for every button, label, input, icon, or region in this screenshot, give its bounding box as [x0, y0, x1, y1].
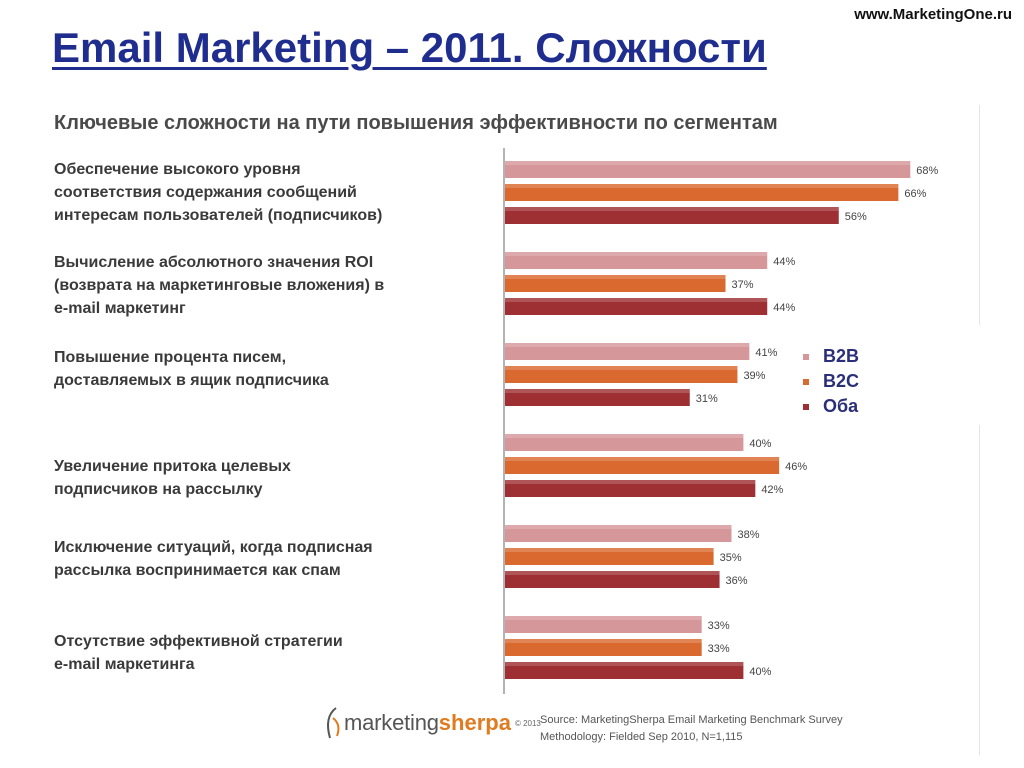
legend-item-2: B2C [803, 369, 859, 394]
bar-highlight [505, 343, 750, 347]
bar-highlight [505, 389, 690, 393]
right-divider [979, 105, 980, 325]
category-label-line: рассылка воспринимается как спам [54, 562, 341, 579]
category-label-line: Отсутствие эффективной стратегии [54, 633, 343, 650]
bar-highlight [505, 366, 738, 370]
bar-highlight [505, 252, 768, 256]
legend-item-1: B2B [803, 344, 859, 369]
legend-swatch [803, 378, 809, 385]
page-title: Email Marketing – 2011. Сложности [52, 24, 767, 71]
source-line: Source: MarketingSherpa Email Marketing … [540, 714, 843, 726]
category-label-line: Исключение ситуаций, когда подписная [54, 539, 373, 556]
legend-swatch [803, 403, 809, 410]
value-label: 44% [773, 302, 795, 314]
bar-b2c-4 [505, 457, 780, 474]
bar-highlight [505, 480, 756, 484]
bar-highlight [505, 184, 899, 188]
category-label-line: Вычисление абсолютного значения ROI [54, 254, 374, 271]
sherpa-mountain-icon [327, 707, 340, 739]
bar-оба-3 [505, 389, 690, 406]
bar-highlight [505, 207, 839, 211]
legend-label: B2B [823, 346, 860, 366]
value-label: 31% [696, 393, 718, 405]
bar-b2c-5 [505, 548, 714, 565]
bar-b2b-2 [505, 252, 768, 269]
value-label: 41% [755, 347, 777, 359]
category-label: Исключение ситуаций, когда подписная расс… [54, 536, 484, 582]
category-label-line: Обеспечение высокого уровня [54, 161, 301, 178]
bar-b2b-3 [505, 343, 750, 360]
bar-b2b-1 [505, 161, 911, 178]
source-note: Source: MarketingSherpa Email Marketing … [540, 712, 843, 746]
bar-highlight [505, 548, 714, 552]
bar-highlight [505, 662, 744, 666]
bar-b2c-2 [505, 275, 726, 292]
logo-accent: sherpa [438, 710, 511, 735]
marketingsherpa-logo: marketing sherpa © 2013 [322, 706, 541, 740]
value-label: 40% [749, 438, 771, 450]
category-label-line: подписчиков на рассылку [54, 481, 263, 498]
category-label-line: Повышение процента писем, [54, 349, 287, 366]
legend-swatch [803, 353, 809, 360]
category-label: Увеличение притока целевых подписчиков на… [54, 455, 484, 501]
bar-highlight [505, 457, 780, 461]
bar-оба-6 [505, 662, 744, 679]
methodology-line: Methodology: Fielded Sep 2010, N=1,115 [540, 731, 743, 743]
bar-b2b-6 [505, 616, 702, 633]
value-label: 56% [845, 211, 867, 223]
category-label-line: (возврата на маркетинговые вложения) в [54, 277, 385, 294]
chart-title: Ключевые сложности на пути повышения эфф… [54, 112, 778, 134]
bar-оба-1 [505, 207, 839, 224]
value-label: 38% [737, 529, 759, 541]
category-label-line: доставляемых в ящик подписчика [54, 372, 329, 389]
bar-b2c-3 [505, 366, 738, 383]
bar-highlight [505, 639, 702, 643]
bar-оба-2 [505, 298, 768, 315]
bar-b2b-5 [505, 525, 732, 542]
bar-b2b-4 [505, 434, 744, 451]
category-label: Отсутствие эффективной стратегии e-mail м… [54, 630, 484, 676]
bar-b2c-1 [505, 184, 899, 201]
value-label: 39% [743, 370, 765, 382]
category-label-line: e-mail маркетинга [54, 656, 195, 673]
value-label: 66% [904, 188, 926, 200]
value-label: 36% [726, 575, 748, 587]
bar-оба-4 [505, 480, 756, 497]
value-label: 35% [720, 552, 742, 564]
right-divider-lower [979, 425, 980, 755]
category-label-line: соответствия содержания сообщений [54, 184, 357, 201]
logo-text: marketing [344, 710, 439, 735]
value-label: 40% [749, 666, 771, 678]
category-label: Повышение процента писем, доставляемых в … [54, 346, 484, 392]
bar-highlight [505, 161, 911, 165]
bar-b2c-6 [505, 639, 702, 656]
bar-highlight [505, 434, 744, 438]
legend-item-3: Оба [803, 394, 859, 419]
value-label: 33% [708, 643, 730, 655]
bar-оба-5 [505, 571, 720, 588]
bar-highlight [505, 275, 726, 279]
site-url[interactable]: www.MarketingOne.ru [854, 6, 1012, 23]
value-label: 44% [773, 256, 795, 268]
bar-highlight [505, 616, 702, 620]
legend-label: B2C [823, 371, 860, 391]
category-label: Вычисление абсолютного значения ROI (возв… [54, 251, 484, 320]
value-label: 68% [916, 165, 938, 177]
bar-highlight [505, 525, 732, 529]
value-label: 42% [761, 484, 783, 496]
value-label: 37% [732, 279, 754, 291]
bar-highlight [505, 298, 768, 302]
category-label-line: e-mail маркетинг [54, 300, 186, 317]
bar-highlight [505, 571, 720, 575]
category-label-line: Увеличение притока целевых [54, 458, 291, 475]
legend-label: Оба [823, 396, 859, 416]
category-label: Обеспечение высокого уровня соответствия … [54, 158, 484, 227]
chart-legend: B2B B2C Оба [803, 344, 859, 419]
value-label: 46% [785, 461, 807, 473]
logo-copyright: © 2013 [514, 718, 541, 728]
value-label: 33% [708, 620, 730, 632]
category-label-line: интересам пользователей (подписчиков) [54, 207, 383, 224]
